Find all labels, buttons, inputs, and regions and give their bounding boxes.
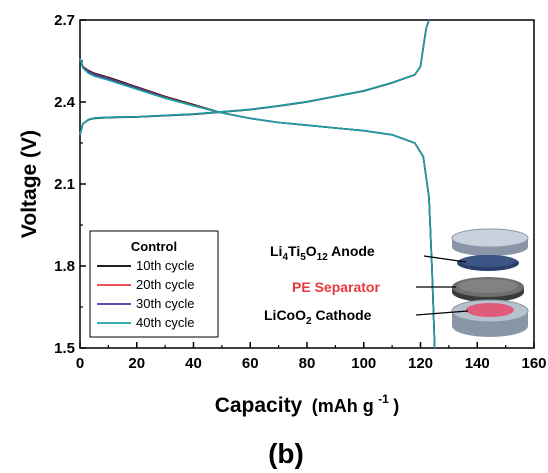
y-tick-label: 2.7 <box>54 12 75 29</box>
x-tick-label: 40 <box>185 355 202 372</box>
anode-label-part: O <box>306 243 317 259</box>
cathode-label: LiCoO2 Cathode <box>264 307 372 327</box>
x-axis-title-main: Capacity <box>215 394 303 417</box>
anode-disk-shine <box>460 255 516 267</box>
anode-label-sub: 4 <box>282 252 288 263</box>
legend: Control 10th cycle 20th cycle 30th cycle 40… <box>89 230 219 338</box>
anode-label-part: Li <box>270 243 282 259</box>
y-tick-label: 1.8 <box>54 258 75 275</box>
y-tick-label: 2.4 <box>54 94 76 111</box>
anode-leader-line <box>423 255 467 263</box>
legend-label: 20th cycle <box>136 277 195 292</box>
anode-label-part: Anode <box>328 243 375 259</box>
legend-label: 30th cycle <box>136 296 195 311</box>
separator-texture <box>458 279 518 293</box>
x-axis-title: Capacity (mAh g -1 ) <box>215 390 400 417</box>
cathode-disk <box>466 303 514 317</box>
x-tick-label: 120 <box>408 355 433 372</box>
series-lines <box>79 19 436 349</box>
legend-label: 10th cycle <box>136 258 195 273</box>
cathode-label-part: Cathode <box>312 307 372 323</box>
anode-label-sub: 12 <box>317 252 329 263</box>
y-tick-label: 2.1 <box>54 176 75 193</box>
anode-label-part: Ti <box>288 243 300 259</box>
series-line-discharge <box>79 58 436 349</box>
separator-label: PE Separator <box>292 279 380 295</box>
x-tick-label: 60 <box>242 355 259 372</box>
cathode-leader-line <box>415 310 469 316</box>
x-axis-title-unit: (mAh g <box>312 396 374 416</box>
x-tick-label: 20 <box>128 355 145 372</box>
legend-items: 10th cycle 20th cycle 30th cycle 40th cycle <box>97 258 195 330</box>
x-tick-label: 0 <box>76 355 84 372</box>
x-axis-title-close: ) <box>393 396 399 416</box>
top-cap-face <box>451 228 529 248</box>
cathode-label-part: LiCoO <box>264 307 306 323</box>
axis-ticks: 0 20 40 60 80 100 120 140 160 1.5 1.8 2.1 2.4 2.7 <box>54 12 546 372</box>
cell-schematic-inset: Li4Ti5O12 Anode PE Separator LiCoO2 Cath… <box>264 228 529 337</box>
legend-box <box>89 230 219 338</box>
panel-label: (b) <box>268 438 304 469</box>
y-tick-label: 1.5 <box>54 340 75 357</box>
x-tick-label: 160 <box>521 355 546 372</box>
x-tick-label: 140 <box>465 355 490 372</box>
x-tick-label: 80 <box>299 355 316 372</box>
series-line-charge <box>79 19 430 135</box>
anode-label: Li4Ti5O12 Anode <box>270 243 375 263</box>
x-axis-title-exponent: -1 <box>378 392 389 406</box>
legend-label: 40th cycle <box>136 315 195 330</box>
x-tick-label: 100 <box>351 355 376 372</box>
anode-label-sub: 5 <box>300 252 306 263</box>
legend-title: Control <box>131 239 177 254</box>
y-axis-title: Voltage (V) <box>18 130 41 238</box>
cathode-label-sub: 2 <box>306 316 312 327</box>
